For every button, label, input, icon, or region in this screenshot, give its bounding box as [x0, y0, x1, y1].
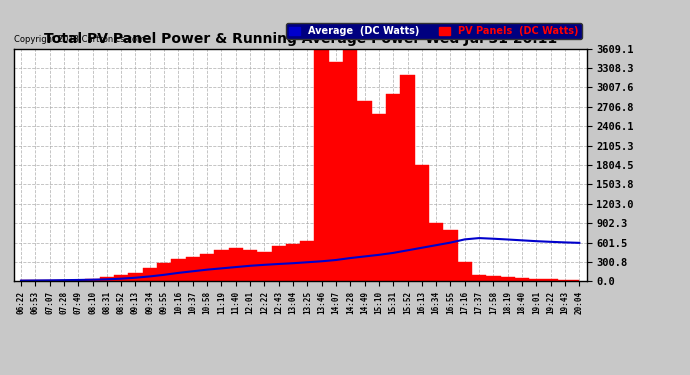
- Text: Copyright 2013 Cartronics.com: Copyright 2013 Cartronics.com: [14, 35, 145, 44]
- Title: Total PV Panel Power & Running Average Power Wed Jul 31 20:11: Total PV Panel Power & Running Average P…: [43, 32, 557, 46]
- Legend: Average  (DC Watts), PV Panels  (DC Watts): Average (DC Watts), PV Panels (DC Watts): [286, 23, 582, 39]
